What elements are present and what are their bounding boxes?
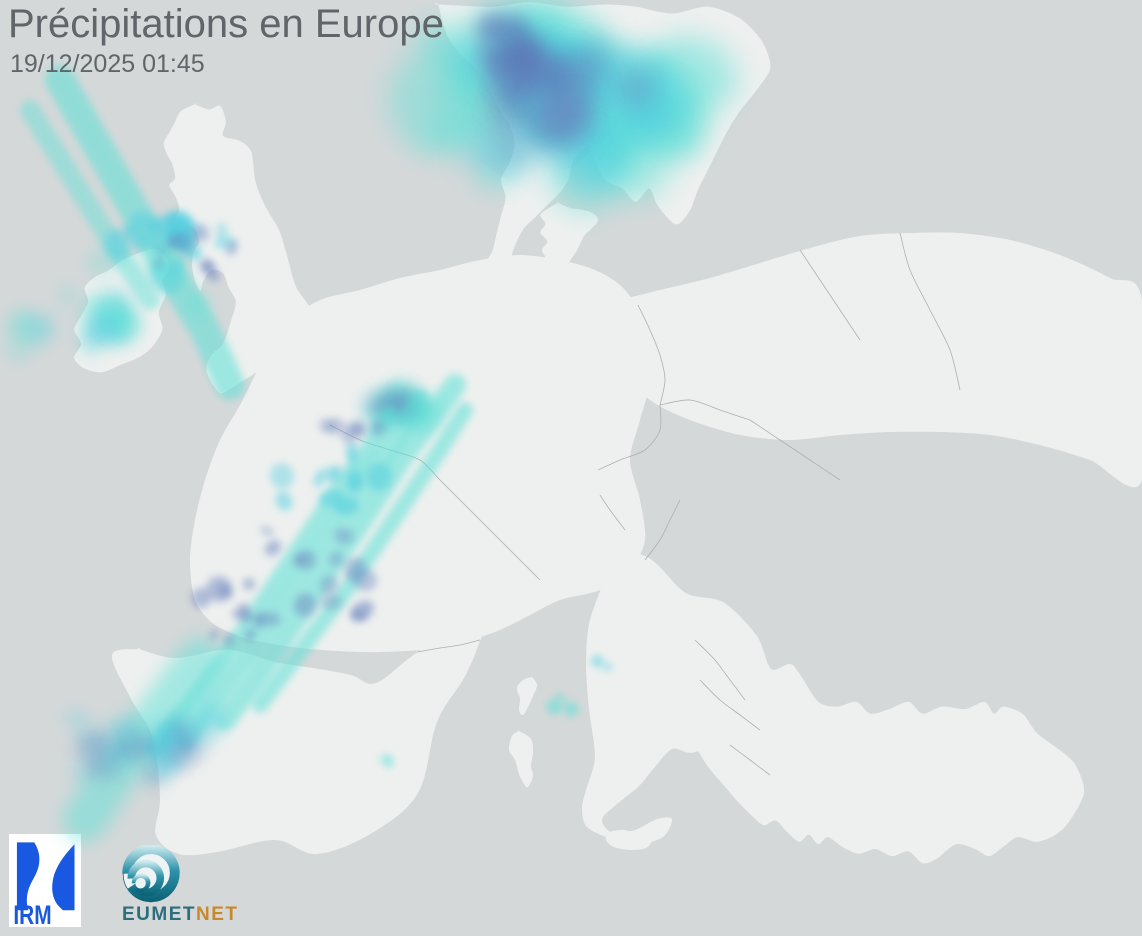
svg-text:EUMETNET: EUMETNET bbox=[122, 904, 239, 925]
svg-text:IRM: IRM bbox=[13, 901, 51, 931]
